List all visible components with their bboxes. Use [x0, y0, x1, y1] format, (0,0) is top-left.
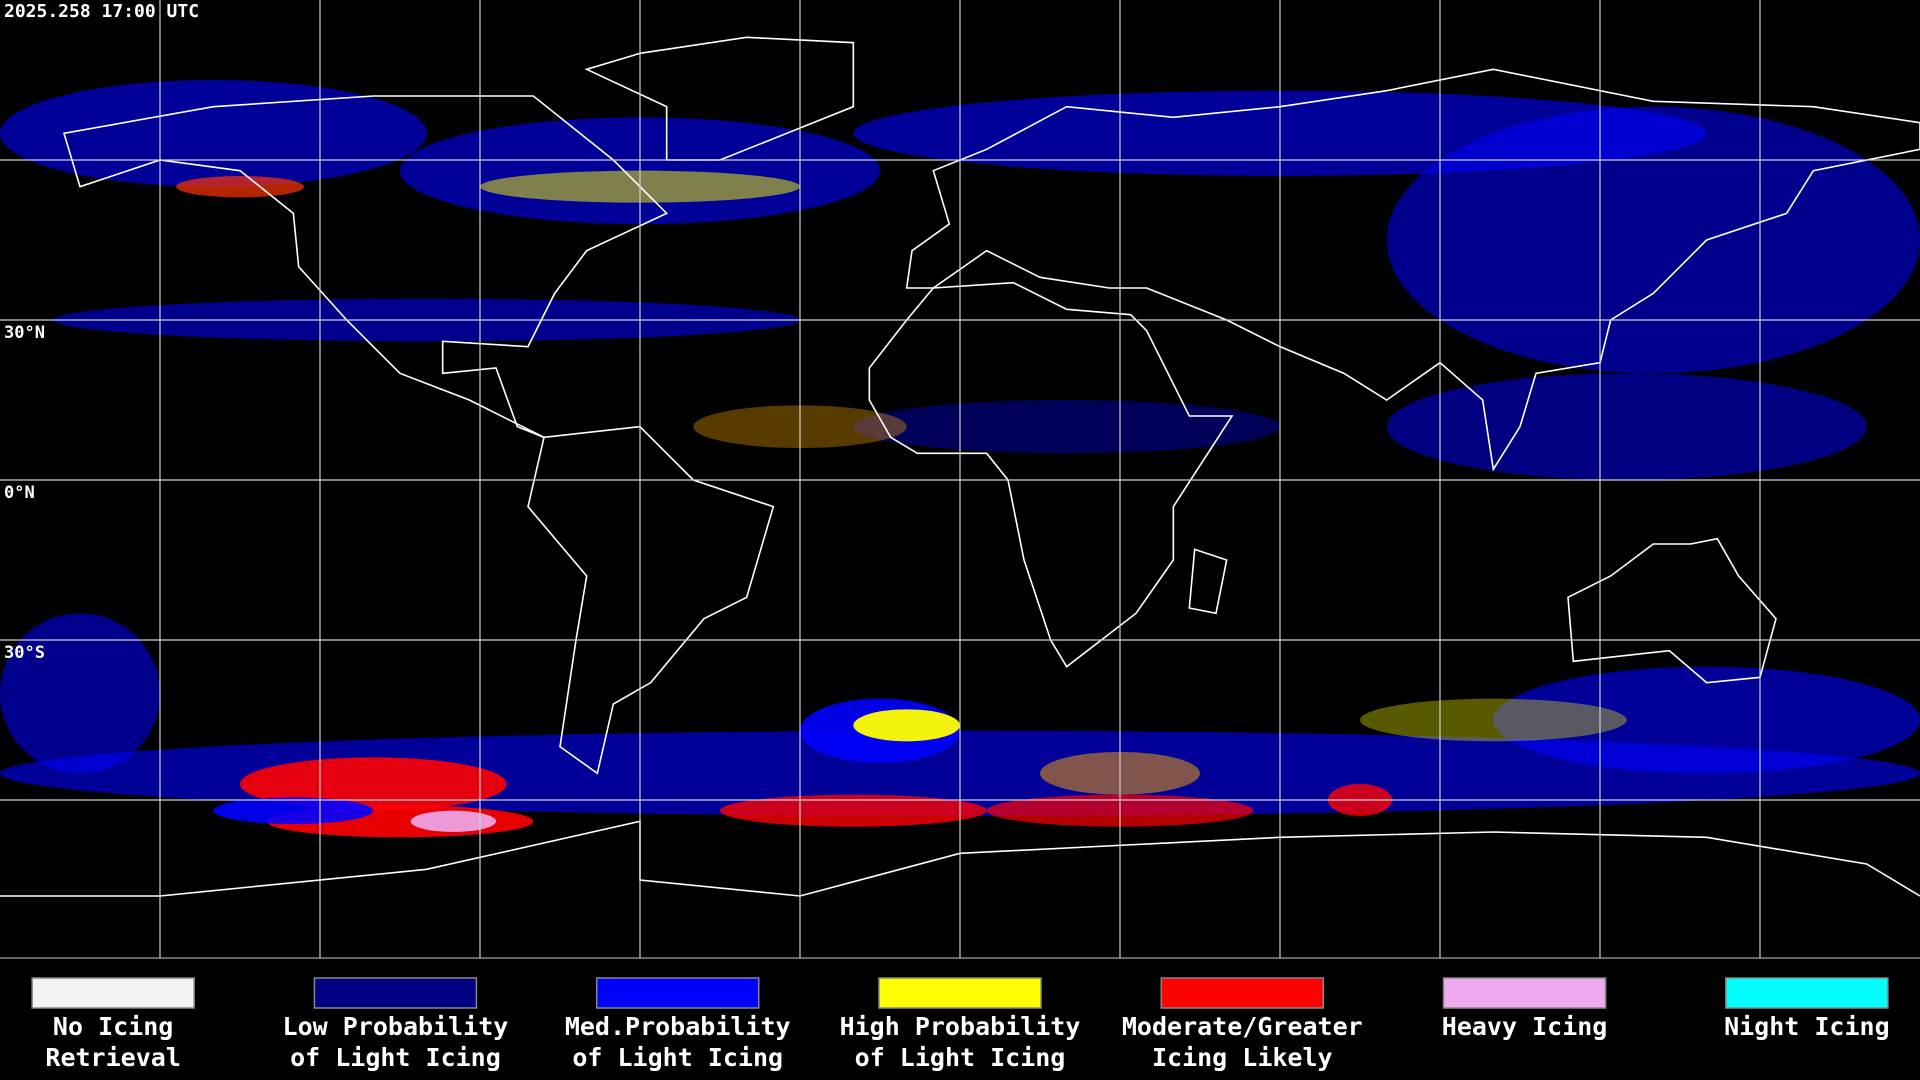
legend-label: Med.Probability	[565, 1012, 791, 1041]
legend-label: Icing Likely	[1152, 1043, 1333, 1072]
legend-label: Heavy Icing	[1442, 1012, 1608, 1041]
legend-swatch	[878, 977, 1042, 1009]
legend-label: Low Probability	[283, 1012, 509, 1041]
legend-label: No Icing	[53, 1012, 173, 1041]
legend-swatch	[595, 977, 760, 1009]
legend-swatch	[1725, 977, 1889, 1009]
legend-swatch	[1442, 977, 1607, 1009]
legend-label: High Probability	[840, 1012, 1081, 1041]
graticule: 30°N 0°N 30°S	[0, 0, 1920, 959]
legend-label: of Light Icing	[290, 1043, 501, 1072]
legend-item: Heavy Icing	[1442, 977, 1608, 1041]
latitude-label: 30°S	[4, 643, 45, 663]
legend-label: of Light Icing	[855, 1043, 1066, 1072]
legend-swatch	[1160, 977, 1325, 1009]
map: 30°N 0°N 30°S 2025.258 17:00 UTC	[0, 0, 1920, 959]
legend-label: Retrieval	[45, 1043, 180, 1072]
legend-label: of Light Icing	[572, 1043, 783, 1072]
latitude-label: 30°N	[4, 323, 45, 343]
legend-label: Moderate/Greater	[1122, 1012, 1363, 1041]
legend-item: Night Icing	[1724, 977, 1890, 1041]
latitude-label: 0°N	[4, 483, 35, 503]
timestamp: 2025.258 17:00 UTC	[4, 1, 199, 22]
legend-swatch	[31, 977, 195, 1009]
legend-swatch	[313, 977, 478, 1009]
legend-label: Night Icing	[1724, 1012, 1890, 1041]
